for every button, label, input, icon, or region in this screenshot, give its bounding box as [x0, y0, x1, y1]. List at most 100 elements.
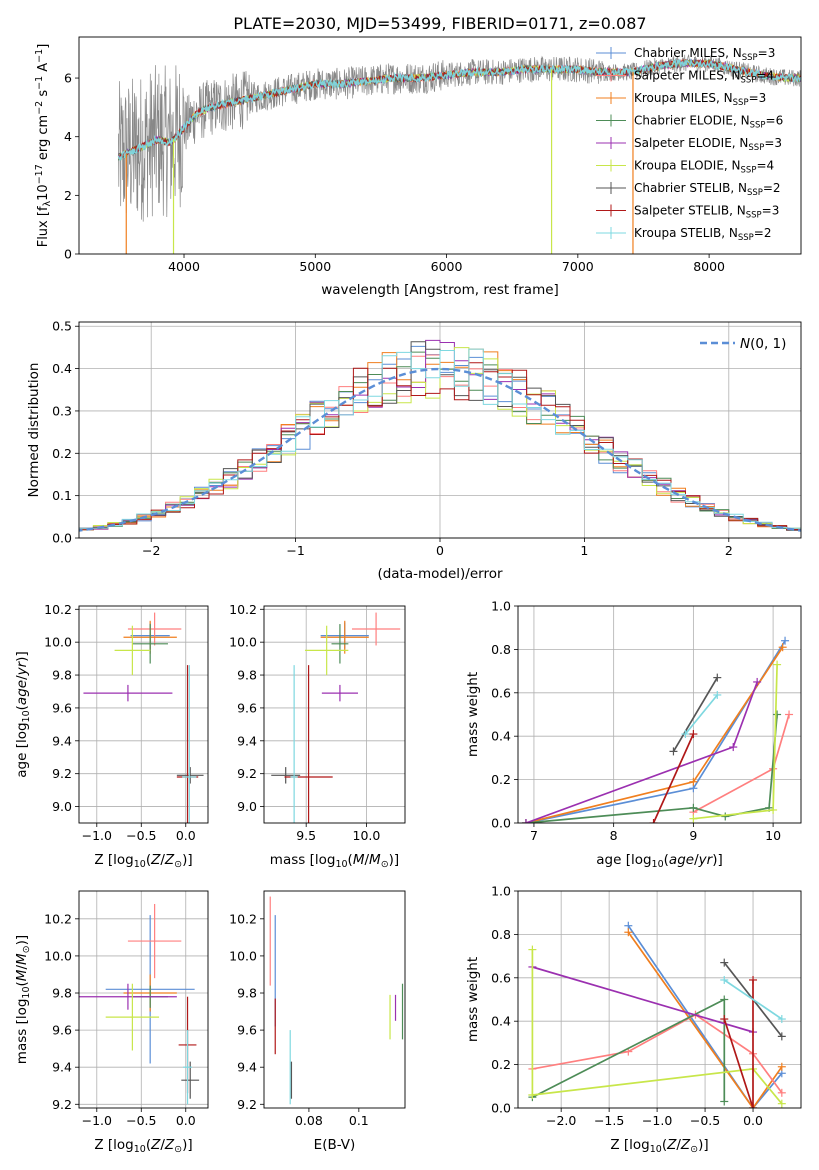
- legend-label-chabrier_miles: Chabrier MILES, NSSP=3: [634, 46, 775, 63]
- spectrum-panel: 4000 5000 6000 7000 8000 0 2 4 6 wavelength [Angs…: [34, 36, 802, 298]
- y-tick-label: 0.0: [491, 816, 511, 831]
- x-tick-label: −0.5: [126, 828, 156, 843]
- y-tick-label: 9.4: [237, 1060, 257, 1075]
- histogram-kroupa_stelib: [79, 348, 801, 533]
- legend-label-gaussian: N(0, 1): [740, 336, 786, 352]
- x-tick-label: −1.0: [82, 828, 112, 843]
- weight-series-salpeter_stelib: [649, 730, 698, 823]
- x-tick-label: 5000: [299, 259, 331, 274]
- weight-series-kroupa_miles: [521, 643, 787, 823]
- x-tick-label: −2.0: [546, 1113, 576, 1128]
- axes-frame: [78, 36, 802, 255]
- y-tick-label: 1.0: [491, 599, 511, 614]
- legend-label-chabrier_stelib: Chabrier STELIB, NSSP=2: [634, 181, 781, 198]
- mass-vs-ebv-xlabel: E(B-V): [314, 1137, 356, 1153]
- age_vs_mass-panel: 9.5 10.0 9.0 9.2 9.4 9.6 9.8 10.0 10.2 mass [log1…: [229, 602, 406, 870]
- legend-label-salpeter_miles: Salpeter MILES, NSSP=4: [634, 69, 774, 86]
- legend-label-salpeter_elodie: Salpeter ELODIE, NSSP=3: [634, 136, 782, 153]
- axes-frame: [517, 605, 802, 824]
- spectrum-axes: 4000 5000 6000 7000 8000 0 2 4 6 wavelength [Angs…: [34, 36, 802, 298]
- y-tick-label: 0.4: [491, 1014, 511, 1029]
- mass_vs_ebv-panel: 0.08 0.1 9.2 9.4 9.6 9.8 10.0 10.2 E(B-V): [229, 890, 406, 1153]
- weight-line: [525, 681, 758, 823]
- age-vs-Z-ylabel: age [log10(age/yr)]: [14, 651, 32, 777]
- y-tick-label: 4: [64, 129, 72, 144]
- legend-label-chabrier_elodie: Chabrier ELODIE, NSSP=6: [634, 114, 783, 131]
- y-tick-label: 9.4: [52, 1060, 72, 1075]
- y-tick-label: 10.2: [229, 602, 257, 617]
- x-tick-label: −0.5: [126, 1113, 156, 1128]
- x-tick-label: 0.0: [176, 828, 196, 843]
- y-tick-label: 0.4: [491, 729, 511, 744]
- mass_vs_Z-axes: −1.0 −0.5 0.0 9.2 9.4 9.6 9.8 10.0 10.2 Z [log10(…: [14, 890, 209, 1155]
- y-tick-label: 10.2: [44, 911, 72, 926]
- y-tick-label: 9.2: [52, 1097, 72, 1112]
- weight-series-salpeter_stelib: [720, 975, 758, 1108]
- weight-line: [652, 733, 695, 823]
- y-tick-label: 0.6: [491, 685, 511, 700]
- x-tick-label: 8000: [693, 259, 725, 274]
- weight-line: [723, 979, 783, 1020]
- y-tick-label: 9.2: [52, 766, 72, 781]
- mass_vs_Z-plot-area: [79, 903, 200, 1105]
- errorbar-salpeter_elodie: [79, 983, 177, 1010]
- y-tick-label: 0.8: [491, 927, 511, 942]
- x-tick-label: 0.0: [743, 1113, 763, 1128]
- age-vs-Z-xlabel: Z [log10(Z/Z⊙)]: [94, 852, 192, 870]
- mass-vs-Z-ylabel: mass [log10(M/M⊙)]: [14, 935, 32, 1064]
- spectrum-plot-area: [117, 54, 801, 254]
- x-tick-label: 0: [436, 543, 444, 558]
- y-tick-label: 9.0: [52, 799, 72, 814]
- x-tick-label: 0.0: [176, 1113, 196, 1128]
- spectrum-xlabel: wavelength [Angstrom, rest frame]: [321, 282, 559, 298]
- y-tick-label: 9.2: [237, 1097, 257, 1112]
- axes-frame: [263, 605, 406, 824]
- figure-title: PLATE=2030, MJD=53499, FIBERID=0171, z=0…: [233, 14, 646, 33]
- axes-frame: [517, 890, 802, 1109]
- weight-series-salpeter_elodie: [521, 677, 762, 823]
- weight_vs_age-ylabel: mass weight: [465, 672, 481, 757]
- y-tick-label: 0.6: [491, 970, 511, 985]
- mass-vs-Z-xlabel: Z [log10(Z/Z⊙)]: [94, 1137, 192, 1155]
- y-tick-label: 10.2: [229, 911, 257, 926]
- y-tick-label: 10.0: [229, 635, 257, 650]
- y-tick-label: 9.8: [237, 986, 257, 1001]
- mass_vs_ebv-plot-area: [269, 896, 404, 1105]
- weight-line: [672, 677, 719, 752]
- y-tick-label: 0.5: [52, 319, 72, 334]
- x-tick-label: 1: [580, 543, 588, 558]
- y-tick-label: 9.6: [52, 1023, 72, 1038]
- x-tick-label: −1.0: [642, 1113, 672, 1128]
- residuals-ylabel: Normed distribution: [26, 363, 42, 498]
- errorbar-chabrier_elodie: [331, 624, 349, 664]
- y-tick-label: 0.4: [52, 361, 72, 376]
- errorbar-kroupa_elodie: [105, 983, 160, 1051]
- y-tick-label: 0.3: [52, 403, 72, 418]
- weight_vs_Z-ylabel: mass weight: [465, 957, 481, 1042]
- weight-line: [532, 966, 754, 1033]
- y-tick-label: 9.6: [237, 1023, 257, 1038]
- age_vs_mass-axes: 9.5 10.0 9.0 9.2 9.4 9.6 9.8 10.0 10.2 mass [log1…: [229, 602, 406, 870]
- residuals-axes: −2 −1 0 1 2 0.0 0.1 0.2 0.3 0.4 0.5 (data-model)/er…: [26, 319, 802, 582]
- y-tick-label: 1.0: [491, 884, 511, 899]
- y-tick-label: 0.2: [491, 1057, 511, 1072]
- x-tick-label: 9.5: [296, 828, 316, 843]
- y-tick-label: 0: [64, 247, 72, 262]
- x-tick-label: 8: [610, 828, 618, 843]
- y-tick-label: 0.1: [52, 488, 72, 503]
- weight-series-kroupa_elodie: [689, 660, 782, 823]
- weight-line: [723, 980, 754, 1108]
- weight_vs_age-panel: 7 8 9 10 0.0 0.2 0.4 0.6 0.8 1.0 mass weight age [l…: [465, 599, 802, 870]
- model-line-kroupa_stelib: [117, 57, 801, 162]
- errorbar-chabrier_elodie: [132, 624, 168, 664]
- weight_vs_Z-plot-area: [528, 921, 786, 1108]
- y-tick-label: 9.6: [52, 700, 72, 715]
- errorbar-chabrier_stelib: [181, 1061, 200, 1099]
- x-tick-label: 6000: [431, 259, 463, 274]
- weight-series-kroupa_stelib: [681, 690, 722, 739]
- x-tick-label: 0.1: [349, 1113, 369, 1128]
- y-tick-label: 10.0: [44, 635, 72, 650]
- y-tick-label: 9.8: [237, 668, 257, 683]
- y-tick-label: 9.0: [237, 799, 257, 814]
- x-tick-label: 2: [725, 543, 733, 558]
